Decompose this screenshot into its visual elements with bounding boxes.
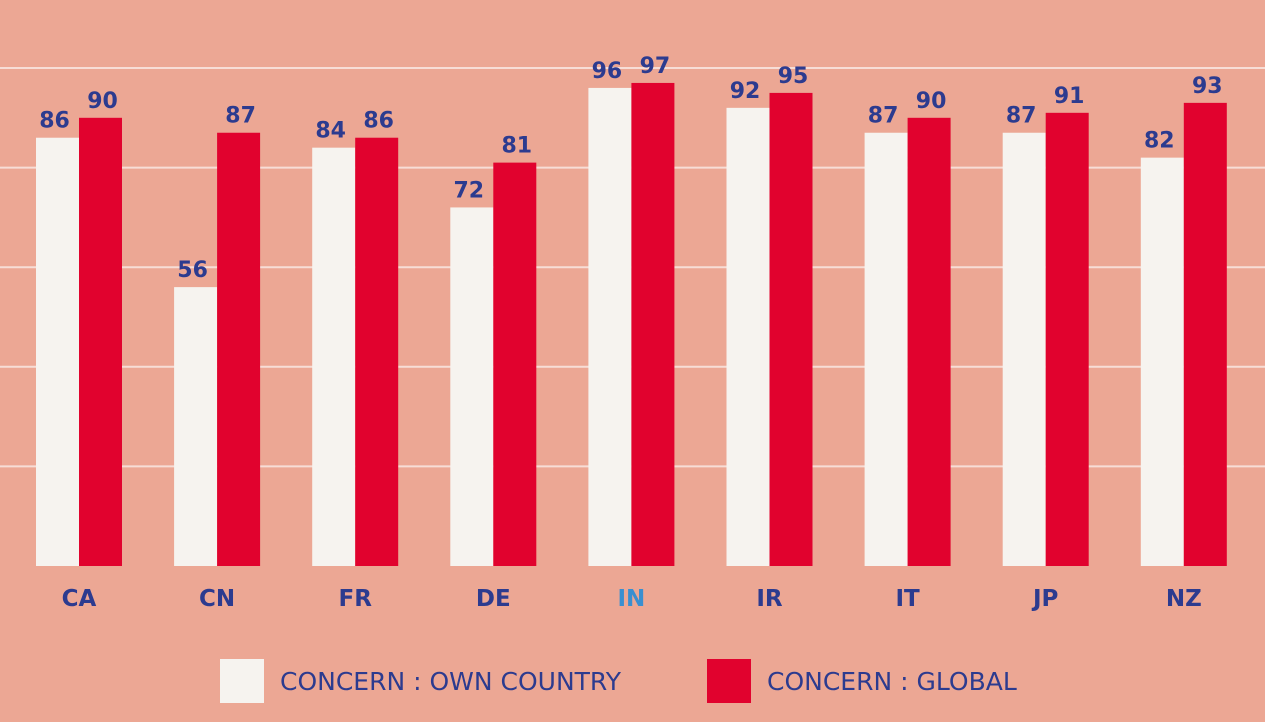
bar-global-it xyxy=(907,117,951,567)
data-label-own-country-nz: 82 xyxy=(1144,129,1175,154)
bar-own-country-jp xyxy=(1002,132,1046,567)
bar-global-ir xyxy=(769,92,813,567)
legend-item-global: CONCERN : GLOBAL xyxy=(707,658,1017,704)
x-tick-label-de: DE xyxy=(476,586,511,612)
legend-label-global: CONCERN : GLOBAL xyxy=(767,666,1017,696)
x-tick-label-cn: CN xyxy=(199,586,235,612)
legend-item-own-country: CONCERN : OWN COUNTRY xyxy=(220,658,621,704)
bar-own-country-de xyxy=(450,207,494,566)
bar-own-country-it xyxy=(864,132,908,567)
x-tick-label-it: IT xyxy=(895,586,920,612)
bar-global-ca xyxy=(79,117,122,567)
data-label-global-nz: 93 xyxy=(1192,74,1223,99)
bar-global-in xyxy=(631,82,675,566)
bar-global-cn xyxy=(217,132,261,567)
bar-global-de xyxy=(493,162,537,566)
data-label-global-fr: 86 xyxy=(363,109,394,134)
legend-swatch-global xyxy=(707,659,751,703)
data-label-global-cn: 87 xyxy=(225,104,256,129)
data-label-own-country-ir: 92 xyxy=(730,79,761,104)
data-label-own-country-fr: 84 xyxy=(315,119,346,144)
data-label-global-jp: 91 xyxy=(1054,84,1085,109)
data-label-own-country-ca: 86 xyxy=(39,109,70,134)
data-label-own-country-de: 72 xyxy=(453,178,484,203)
x-tick-label-ir: IR xyxy=(756,586,783,612)
data-label-own-country-cn: 56 xyxy=(177,258,208,283)
data-label-own-country-in: 96 xyxy=(592,59,623,84)
bar-global-nz xyxy=(1183,102,1227,567)
bar-own-country-ir xyxy=(726,107,770,566)
bar-own-country-in xyxy=(588,87,632,567)
bar-global-jp xyxy=(1045,112,1089,566)
x-tick-label-nz: NZ xyxy=(1166,586,1202,612)
x-tick-label-jp: JP xyxy=(1031,586,1058,612)
legend-swatch-own-country xyxy=(220,659,264,703)
x-tick-label-ca: CA xyxy=(62,586,97,612)
data-label-global-it: 90 xyxy=(916,89,947,114)
legend-label-own-country: CONCERN : OWN COUNTRY xyxy=(280,666,621,696)
data-label-global-de: 81 xyxy=(501,134,532,159)
data-label-global-ir: 95 xyxy=(778,64,809,89)
data-label-global-ca: 90 xyxy=(87,89,118,114)
x-tick-label-fr: FR xyxy=(338,586,372,612)
bar-own-country-fr xyxy=(312,147,356,566)
bar-own-country-cn xyxy=(174,287,218,566)
data-label-global-in: 97 xyxy=(640,54,671,79)
bar-own-country-nz xyxy=(1140,157,1184,566)
bar-own-country-ca xyxy=(36,137,79,566)
data-label-own-country-jp: 87 xyxy=(1006,104,1037,129)
x-tick-label-in: IN xyxy=(617,586,645,612)
bar-global-fr xyxy=(355,137,399,566)
data-label-own-country-it: 87 xyxy=(868,104,899,129)
